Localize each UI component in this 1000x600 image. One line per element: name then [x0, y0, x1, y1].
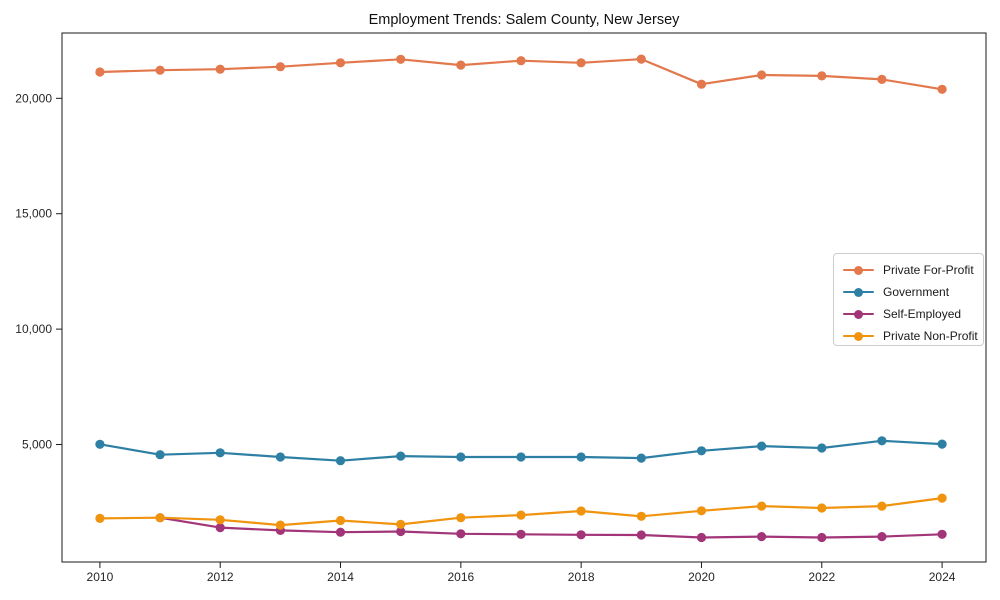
data-point-private-for-profit	[396, 54, 406, 64]
x-tick-label: 2016	[447, 570, 474, 584]
data-point-self-employed	[877, 532, 887, 542]
data-point-private-for-profit	[95, 67, 105, 77]
y-tick-label: 5,000	[22, 438, 52, 452]
data-point-self-employed	[696, 532, 707, 543]
data-point-government	[516, 452, 526, 462]
data-point-government	[275, 452, 285, 462]
legend-swatch-government	[843, 287, 874, 297]
data-point-private-non-profit	[757, 501, 767, 511]
data-point-government	[155, 450, 165, 460]
legend-swatch-private-non-profit	[843, 331, 874, 341]
data-point-self-employed	[516, 529, 526, 539]
data-point-private-for-profit	[937, 84, 947, 94]
y-tick-label: 20,000	[15, 91, 52, 105]
data-point-government	[937, 439, 947, 449]
data-point-government	[396, 451, 406, 461]
x-tick-label: 2024	[929, 570, 956, 584]
data-point-private-for-profit	[155, 65, 165, 75]
chart-title: Employment Trends: Salem County, New Jer…	[368, 12, 680, 28]
data-point-private-non-profit	[516, 510, 526, 520]
data-point-government	[335, 456, 346, 466]
data-point-self-employed	[757, 532, 767, 542]
data-point-private-non-profit	[817, 503, 827, 513]
data-point-private-non-profit	[275, 520, 285, 530]
y-tick-label: 15,000	[15, 207, 52, 221]
x-tick-label: 2022	[808, 570, 835, 584]
x-tick-label: 2010	[87, 570, 114, 584]
axes-box	[61, 32, 987, 563]
data-point-private-for-profit	[757, 70, 767, 80]
legend: Private For-Profit Government Self-Employe…	[833, 253, 984, 346]
legend-label-private-for-profit: Private For-Profit	[883, 263, 974, 277]
data-point-private-for-profit	[335, 58, 346, 68]
data-point-private-for-profit	[215, 64, 225, 74]
legend-marker-dot	[854, 287, 863, 297]
data-point-government	[215, 448, 225, 458]
legend-item-private-non-profit: Private Non-Profit	[834, 325, 983, 347]
data-point-private-for-profit	[817, 71, 827, 81]
legend-swatch-private-for-profit	[843, 265, 874, 275]
data-point-private-non-profit	[937, 493, 947, 503]
data-point-private-non-profit	[576, 506, 586, 516]
data-point-government	[817, 443, 827, 453]
legend-marker-dot	[854, 265, 863, 275]
legend-label-government: Government	[883, 285, 950, 299]
data-point-private-non-profit	[335, 515, 346, 526]
data-point-self-employed	[937, 529, 947, 539]
data-point-government	[877, 436, 887, 446]
data-point-private-non-profit	[155, 513, 165, 523]
data-point-private-non-profit	[396, 519, 406, 530]
data-point-private-for-profit	[636, 54, 646, 64]
legend-item-government: Government	[834, 281, 983, 303]
data-point-private-for-profit	[275, 62, 285, 72]
data-point-private-non-profit	[95, 513, 105, 524]
data-point-self-employed	[636, 530, 646, 540]
series-line-self-employed	[159, 516, 944, 539]
data-point-self-employed	[335, 527, 346, 537]
data-point-self-employed	[456, 529, 466, 539]
data-point-private-for-profit	[877, 74, 887, 84]
data-point-private-non-profit	[636, 511, 646, 521]
data-point-government	[636, 453, 646, 463]
data-point-private-non-profit	[877, 501, 887, 511]
data-point-private-non-profit	[215, 515, 225, 525]
legend-marker-dot	[854, 331, 863, 341]
data-point-private-non-profit	[456, 513, 466, 523]
legend-marker-dot	[854, 309, 863, 319]
data-point-government	[576, 452, 586, 462]
legend-label-private-non-profit: Private Non-Profit	[883, 329, 978, 343]
x-tick-label: 2012	[207, 570, 234, 584]
data-point-self-employed	[215, 523, 225, 533]
x-tick-label: 2014	[327, 570, 354, 584]
legend-label-self-employed: Self-Employed	[883, 307, 962, 321]
legend-item-self-employed: Self-Employed	[834, 303, 983, 325]
legend-item-private-for-profit: Private For-Profit	[834, 259, 983, 281]
data-point-government	[456, 452, 466, 462]
data-point-government	[95, 439, 105, 449]
x-tick-label: 2020	[688, 570, 715, 584]
data-point-private-non-profit	[696, 506, 707, 516]
data-point-government	[696, 446, 707, 456]
data-point-private-for-profit	[576, 58, 586, 68]
legend-swatch-self-employed	[843, 309, 874, 319]
y-tick-label: 10,000	[15, 322, 52, 336]
x-tick-label: 2018	[568, 570, 595, 584]
data-point-self-employed	[817, 532, 827, 543]
data-point-government	[757, 441, 767, 451]
data-point-private-for-profit	[456, 60, 466, 70]
data-point-self-employed	[576, 530, 586, 540]
data-point-private-for-profit	[696, 79, 707, 89]
data-point-self-employed	[396, 526, 406, 537]
data-point-private-for-profit	[516, 56, 526, 66]
